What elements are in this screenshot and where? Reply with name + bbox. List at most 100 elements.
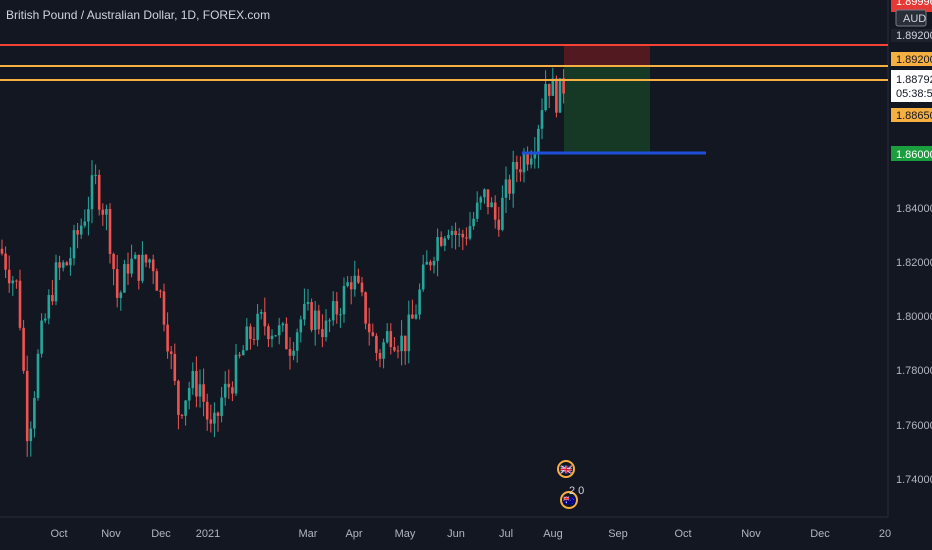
candle-body — [537, 128, 540, 153]
candle-body — [274, 335, 277, 337]
candle-body — [421, 264, 425, 290]
time-tick-label: Sep — [608, 528, 628, 540]
candle-body — [349, 282, 353, 290]
candle-body — [465, 237, 468, 239]
current-price-tag — [891, 70, 932, 102]
candle-body — [277, 325, 281, 336]
candle-body — [126, 264, 130, 274]
candle-body — [43, 318, 47, 321]
candle-body — [447, 234, 450, 239]
candle-body — [393, 347, 396, 351]
candle-body — [292, 350, 295, 356]
candle-body — [295, 332, 299, 351]
candle-body — [267, 326, 270, 340]
countdown-text: 05:38:54 — [896, 88, 932, 100]
candle-body — [547, 83, 551, 96]
gb-flag-icon: 🇬🇧 — [560, 464, 573, 476]
lower-level-tag — [891, 108, 932, 122]
candle-body — [83, 221, 87, 226]
candle-body — [198, 384, 202, 397]
candle-body — [101, 209, 105, 215]
candle-body — [418, 289, 421, 315]
candle-body — [321, 329, 324, 338]
gb-event-badge[interactable] — [557, 460, 575, 478]
candle-body — [47, 294, 51, 319]
price-tick-label: 1.78000 — [896, 365, 932, 377]
candle-body — [303, 303, 306, 320]
top-partial-tag — [891, 0, 932, 12]
candle-body — [4, 253, 7, 270]
candle-body — [483, 189, 486, 198]
candle-body — [11, 280, 15, 284]
candle-body — [425, 261, 429, 265]
candle-body — [324, 320, 328, 338]
price-axis-ticks: 1.74000 1.76000 1.78000 1.80000 1.82000 1.840… — [896, 203, 932, 486]
candle-body — [472, 218, 475, 227]
candle-body — [40, 320, 43, 354]
time-tick-label: Nov — [101, 528, 121, 540]
time-tick-label: Apr — [345, 528, 362, 540]
candle-body — [256, 313, 259, 340]
candle-body — [238, 354, 241, 356]
candle-body — [249, 326, 252, 339]
candle-body — [29, 428, 33, 442]
candle-body — [252, 338, 256, 340]
candle-body — [486, 189, 490, 208]
candle-body — [263, 312, 267, 327]
candle-body — [411, 314, 414, 319]
candle-body — [360, 282, 364, 293]
time-tick-label: Mar — [299, 528, 318, 540]
candle-body — [25, 370, 29, 442]
candle-body — [148, 259, 151, 263]
candle-body — [328, 320, 331, 322]
candle-body — [231, 387, 234, 394]
candle-body — [339, 314, 342, 316]
candle-body — [288, 349, 292, 356]
candle-body — [18, 280, 22, 328]
candle-body — [475, 202, 479, 219]
candle-body — [259, 312, 263, 314]
time-tick-label: Oct — [50, 528, 67, 540]
candle-body — [396, 350, 400, 352]
au-event-badge[interactable] — [560, 491, 578, 509]
candle-body — [220, 397, 223, 416]
candle-body — [436, 237, 439, 261]
candle-body — [33, 397, 36, 429]
event-badges[interactable]: 🇬🇧 🇦🇺 2 0 — [557, 460, 584, 509]
currency-badge[interactable] — [895, 9, 927, 27]
price-tick-label: 1.82000 — [896, 257, 932, 269]
price-tick-label: 1.76000 — [896, 420, 932, 432]
candle-body — [270, 335, 274, 340]
candle-body — [137, 254, 141, 281]
candle-body — [65, 262, 69, 266]
candle-body — [414, 314, 418, 319]
candle-body — [540, 110, 544, 129]
price-tick-label: 1.74000 — [896, 474, 932, 486]
candle-body — [519, 169, 522, 173]
candle-body — [151, 259, 155, 272]
candle-body — [191, 371, 195, 388]
candle-body — [429, 261, 432, 266]
candle-body — [169, 351, 173, 354]
upper-level-tag — [891, 52, 932, 66]
resistance-tag-text: 1.89200 — [896, 30, 932, 42]
candle-body — [299, 319, 303, 333]
candle-body — [130, 258, 133, 274]
candle-body — [468, 226, 472, 239]
candle-body — [76, 230, 79, 235]
candle-body — [526, 153, 529, 165]
candle-body — [195, 371, 198, 397]
candle-body — [529, 158, 533, 165]
candle-body — [234, 354, 238, 394]
au-flag-icon: 🇦🇺 — [563, 494, 576, 507]
candle-body — [133, 254, 137, 259]
candle-body — [522, 153, 526, 173]
candle-body — [22, 327, 25, 371]
candle-body — [511, 161, 515, 194]
stop-loss-zone[interactable] — [564, 45, 650, 66]
candle-body — [400, 335, 403, 352]
candle-body — [36, 353, 40, 398]
candle-body — [342, 286, 346, 315]
candle-body — [162, 291, 166, 325]
